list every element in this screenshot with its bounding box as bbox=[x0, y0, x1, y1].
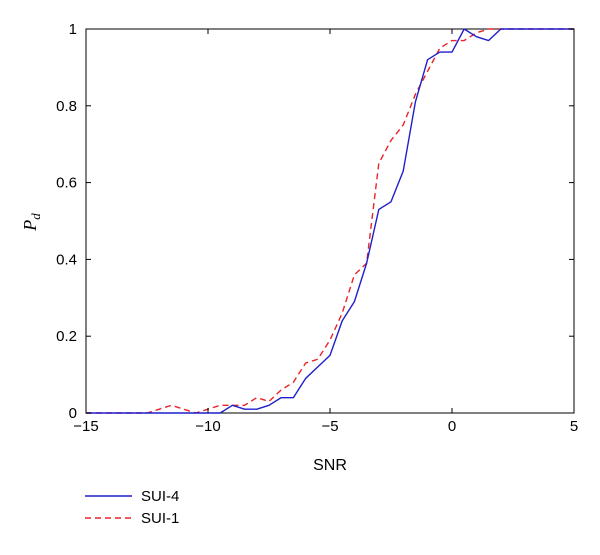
legend-label-sui-4: SUI-4 bbox=[141, 488, 179, 505]
y-tick-label: 0 bbox=[69, 405, 77, 422]
x-axis-title: SNR bbox=[313, 457, 347, 474]
y-tick-label: 0.8 bbox=[56, 98, 77, 115]
x-tick-label: −15 bbox=[73, 418, 98, 435]
y-tick-label: 0.6 bbox=[56, 175, 77, 192]
x-tick-label: −5 bbox=[321, 418, 338, 435]
y-axis-title-main: P bbox=[20, 220, 40, 232]
ticks-layer: −15 −10 −5 0 5 0 0.2 0.4 0.6 0.8 1 bbox=[56, 21, 578, 435]
legend: SUI-4 SUI-1 bbox=[85, 488, 179, 527]
y-axis-title-subscript: d bbox=[28, 213, 43, 220]
series-line-sui-4 bbox=[86, 28, 574, 414]
series-layer bbox=[86, 28, 574, 414]
x-tick-label: 0 bbox=[448, 418, 456, 435]
y-tick-label: 0.4 bbox=[56, 251, 77, 268]
x-tick-label: 5 bbox=[570, 418, 578, 435]
x-tick-label: −10 bbox=[195, 418, 220, 435]
y-axis-title: Pd bbox=[20, 213, 43, 232]
y-tick-label: 1 bbox=[69, 21, 77, 38]
svg-text:Pd: Pd bbox=[20, 213, 43, 232]
legend-label-sui-1: SUI-1 bbox=[141, 510, 179, 527]
y-tick-label: 0.2 bbox=[56, 328, 77, 345]
